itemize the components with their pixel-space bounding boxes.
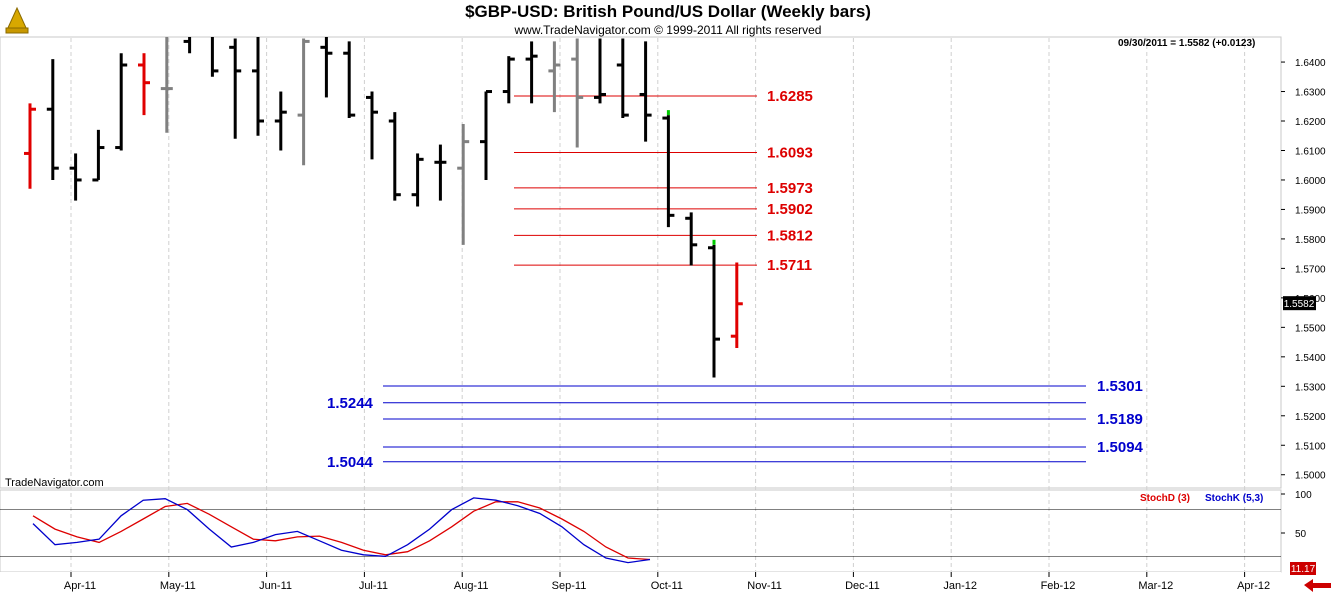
ohlc-bar [366,91,378,160]
x-tick-label: Feb-12 [1041,580,1076,592]
ohlc-bar [297,38,310,166]
x-tick-label: Jun-11 [259,580,292,592]
ohlc-bar [388,112,401,201]
ohlc-bar [46,59,59,180]
ohlc-bar [730,262,743,348]
stoch-d-legend: StochD (3) [1140,493,1190,504]
ohlc-bar [685,212,698,266]
ohlc-bar [115,53,128,151]
ohlc-bar [160,37,173,133]
ohlc-bar [229,38,242,139]
last-quote: 09/30/2011 = 1.5582 (+0.0123) [1118,38,1255,49]
ohlc-bar [320,37,333,98]
fib-level-label: 1.6093 [767,145,813,162]
y-tick-label: 1.5700 [1295,264,1326,275]
scroll-left-arrow-icon[interactable] [1298,578,1334,593]
copyright-text: www.TradeNavigator.com © 1999-2011 All r… [514,23,822,37]
x-tick-label: Jul-11 [359,580,388,592]
current-price-badge: 1.5582 [1283,296,1316,311]
ohlc-bar [92,129,105,182]
price-bars-inner [24,37,743,378]
x-tick-label: Oct-11 [651,580,683,592]
time-axis-labels: Apr-11 May-11 Jun-11 Jul-11 Aug-11 Sep-11 Oct-… [64,572,1270,592]
stochastic-panel [0,489,1282,573]
target-level-label: 1.5094 [1097,439,1144,456]
ohlc-bar [434,144,447,201]
ohlc-bar [616,38,629,119]
y-tick-label: 1.5300 [1295,382,1326,393]
ohlc-bar [457,123,470,245]
ohlc-bar [639,41,652,142]
fib-level-label: 1.5973 [767,180,813,197]
x-tick-label: Apr-12 [1237,580,1270,592]
fib-level-label: 1.5812 [767,227,813,244]
target-level-label: 1.5044 [327,454,374,471]
ohlc-bar [24,103,36,189]
ohlc-bar [274,91,287,151]
time-axis [0,572,1281,594]
ohlc-bar [662,115,675,228]
ohlc-bar [525,41,538,104]
ohlc-bar [480,90,492,180]
y-tick-label: 1.5200 [1295,412,1326,423]
stoch-d-line [32,501,651,561]
chart-header: $GBP-USD: British Pound/US Dollar (Weekl… [3,2,871,37]
ohlc-bar [69,153,82,201]
y-tick-label: 1.5800 [1295,235,1326,246]
target-levels: 1.5301 1.5244 1.5189 1.5094 1.5044 [327,378,1144,471]
current-price-label: 1.5582 [1284,299,1315,310]
x-tick-label: Jan-12 [943,580,977,592]
watermark: TradeNavigator.com [5,477,104,489]
stoch-value-label: 11.17 [1291,564,1316,575]
x-tick-label: Mar-12 [1138,580,1173,592]
ohlc-bar [343,41,356,119]
y-tick-label: 1.5400 [1295,353,1326,364]
y-tick-label: 1.6200 [1295,117,1326,128]
y-tick-label: 1.5500 [1295,323,1326,334]
ohlc-bar [708,244,720,378]
stoch-k-legend: StochK (5,3) [1205,493,1263,504]
stoch-k-line [32,497,651,564]
x-tick-label: Dec-11 [845,580,880,592]
x-tick-label: Aug-11 [454,580,489,592]
fib-level-label: 1.5902 [767,201,813,218]
chart-title: $GBP-USD: British Pound/US Dollar (Weekl… [465,2,871,21]
ohlc-bar [411,153,424,207]
price-bars [24,37,743,378]
y-tick-label: 1.6300 [1295,88,1326,99]
ohlc-bar [594,38,606,104]
stoch-value-badge: 11.17 [1290,562,1316,575]
y-tick-label: 1.5100 [1295,441,1326,452]
ohlc-bar [548,41,561,113]
x-tick-label: Apr-11 [64,580,96,592]
ohlc-bar [571,38,584,148]
ohlc-bar [502,56,515,104]
stoch-tick-label: 100 [1295,490,1312,501]
vertical-gridlines [70,38,1246,571]
y-tick-label: 1.5000 [1295,471,1326,482]
x-tick-label: May-11 [160,580,196,592]
fib-level-label: 1.5711 [767,257,812,274]
y-tick-label: 1.6400 [1295,58,1326,69]
target-level-label: 1.5244 [327,395,374,412]
stoch-tick-label: 50 [1295,529,1307,540]
ohlc-bar [252,37,264,136]
y-tick-label: 1.6100 [1295,146,1326,157]
fib-level-label: 1.6285 [767,88,813,105]
y-tick-label: 1.5900 [1295,205,1326,216]
target-level-label: 1.5301 [1097,378,1143,395]
ohlc-bar [183,37,192,54]
x-tick-label: Nov-11 [747,580,782,592]
ohlc-bar [138,53,150,116]
target-level-label: 1.5189 [1097,411,1143,428]
y-tick-label: 1.6000 [1295,176,1326,187]
x-tick-label: Sep-11 [552,580,587,592]
ohlc-bar [210,37,219,77]
logo-icon [3,3,31,35]
stochastic-indicator: 100 50 [0,490,1312,564]
price-panel [0,36,1282,489]
price-axis: 1.6400 1.6300 1.6200 1.6100 1.6000 1.5900 1.58… [1281,58,1326,482]
